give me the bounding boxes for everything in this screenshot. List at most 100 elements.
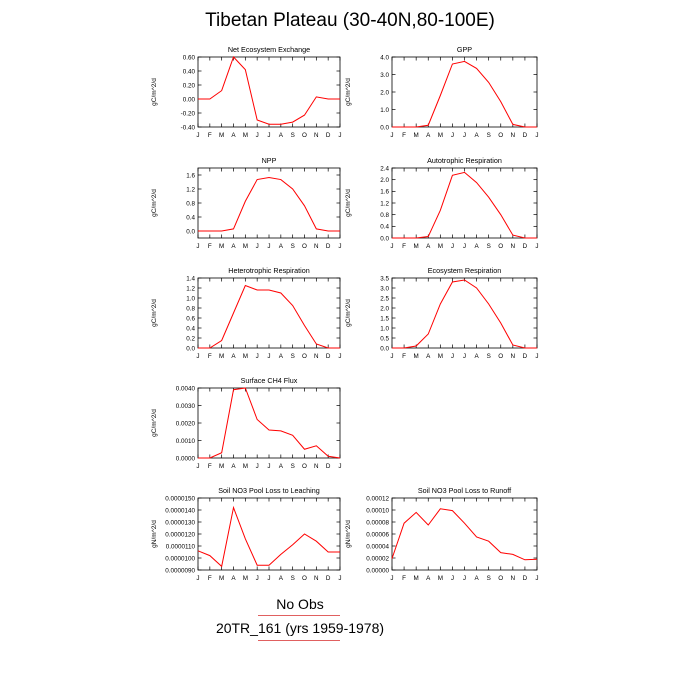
y-tick-label: 0.2 xyxy=(186,335,195,342)
chart-title: Autotrophic Respiration xyxy=(427,156,502,165)
x-tick-label: N xyxy=(314,132,319,139)
series-line xyxy=(198,176,340,232)
y-tick-label: 1.6 xyxy=(380,189,389,196)
x-tick-label: S xyxy=(487,353,491,360)
series-line xyxy=(198,284,340,349)
y-tick-label: 0.8 xyxy=(186,305,195,312)
x-tick-label: J xyxy=(451,353,454,360)
x-tick-label: J xyxy=(256,132,259,139)
y-axis-label: gC/m^2/d xyxy=(151,409,158,437)
x-tick-label: O xyxy=(498,353,503,360)
x-tick-label: A xyxy=(231,463,236,470)
x-tick-label: M xyxy=(243,132,248,139)
x-tick-label: J xyxy=(535,353,538,360)
x-tick-label: N xyxy=(511,243,516,250)
plot-frame xyxy=(391,167,538,239)
y-tick-label: 0.0 xyxy=(186,228,195,235)
x-tick-label: N xyxy=(314,575,319,582)
x-tick-label: S xyxy=(291,575,295,582)
y-tick-label: 0.60 xyxy=(183,54,196,61)
y-tick-label: 1.0 xyxy=(186,295,195,302)
chart-panel-5: Heterotrophic Respiration gC/m^2/d 0.0 0.2 0… xyxy=(151,266,342,360)
chart-panel-6: Ecosystem Respiration gC/m^2/d 0.0 0.5 1.0 1.… xyxy=(345,266,539,360)
chart-title: Net Ecosystem Exchange xyxy=(228,45,310,54)
y-tick-label: 3.0 xyxy=(380,285,389,292)
x-tick-label: A xyxy=(279,132,284,139)
x-tick-label: J xyxy=(338,353,341,360)
x-tick-label: N xyxy=(314,463,319,470)
x-tick-label: J xyxy=(196,463,199,470)
y-axis-label: gC/m^2/d xyxy=(345,299,352,327)
x-tick-label: O xyxy=(302,353,307,360)
x-tick-label: F xyxy=(208,575,212,582)
x-tick-label: F xyxy=(402,575,406,582)
y-tick-label: 0.4 xyxy=(380,224,389,231)
y-tick-label: 3.0 xyxy=(380,72,389,79)
y-tick-label: 0.0000130 xyxy=(165,519,195,526)
y-tick-label: 0.0 xyxy=(380,345,389,352)
x-tick-label: O xyxy=(498,132,503,139)
x-tick-label: J xyxy=(256,463,259,470)
y-axis-label: gC/m^2/d xyxy=(345,78,352,106)
y-tick-label: 1.0 xyxy=(380,325,389,332)
y-tick-label: 2.5 xyxy=(380,295,389,302)
y-tick-label: 0.0 xyxy=(380,235,389,242)
x-tick-label: M xyxy=(243,463,248,470)
x-tick-label: M xyxy=(438,353,443,360)
x-tick-label: J xyxy=(267,243,270,250)
x-tick-label: O xyxy=(302,243,307,250)
x-tick-label: M xyxy=(219,575,224,582)
x-tick-label: D xyxy=(523,353,528,360)
x-tick-label: M xyxy=(438,575,443,582)
x-tick-label: N xyxy=(511,132,516,139)
x-tick-label: D xyxy=(326,575,331,582)
x-tick-label: J xyxy=(196,575,199,582)
x-tick-label: A xyxy=(231,575,236,582)
plot-frame xyxy=(197,497,341,571)
x-tick-label: J xyxy=(535,243,538,250)
x-tick-label: J xyxy=(463,353,466,360)
y-tick-label: -0.20 xyxy=(181,110,196,117)
x-tick-label: M xyxy=(219,132,224,139)
plot-frame xyxy=(391,277,538,349)
y-tick-label: 0.0000110 xyxy=(166,543,196,550)
x-tick-label: A xyxy=(474,132,479,139)
legend-rule-1 xyxy=(258,615,340,616)
y-tick-label: 0.0000120 xyxy=(165,531,195,538)
x-tick-label: F xyxy=(208,463,212,470)
y-tick-label: 2.0 xyxy=(380,89,389,96)
x-tick-label: J xyxy=(535,132,538,139)
series-line xyxy=(198,56,340,125)
x-tick-label: N xyxy=(511,353,516,360)
x-tick-label: J xyxy=(338,575,341,582)
y-tick-label: 1.0 xyxy=(380,107,389,114)
x-tick-label: J xyxy=(267,353,270,360)
x-tick-label: M xyxy=(219,353,224,360)
x-tick-label: M xyxy=(219,463,224,470)
y-tick-label: 0.0020 xyxy=(176,420,196,427)
y-tick-label: -0.40 xyxy=(181,124,196,131)
x-tick-label: J xyxy=(338,132,341,139)
y-tick-label: 0.6 xyxy=(186,315,195,322)
x-tick-label: S xyxy=(291,463,295,470)
x-tick-label: J xyxy=(463,575,466,582)
y-tick-label: 2.0 xyxy=(380,305,389,312)
x-tick-label: J xyxy=(463,132,466,139)
y-tick-label: 0.0 xyxy=(186,345,195,352)
y-axis-label: gC/m^2/d xyxy=(345,189,352,217)
y-tick-label: 0.4 xyxy=(186,325,195,332)
y-tick-label: 0.0 xyxy=(380,124,389,131)
x-tick-label: O xyxy=(498,575,503,582)
x-tick-label: A xyxy=(279,243,284,250)
x-tick-label: N xyxy=(511,575,516,582)
x-tick-label: J xyxy=(256,353,259,360)
y-tick-label: 4.0 xyxy=(380,54,389,61)
y-tick-label: 0.0040 xyxy=(176,385,196,392)
y-tick-label: 0.00000 xyxy=(366,567,389,574)
x-tick-label: D xyxy=(523,243,528,250)
x-tick-label: M xyxy=(438,243,443,250)
x-tick-label: F xyxy=(402,132,406,139)
x-tick-label: M xyxy=(414,575,419,582)
legend-no-obs: No Obs xyxy=(276,596,324,612)
chart-title: NPP xyxy=(262,156,277,165)
